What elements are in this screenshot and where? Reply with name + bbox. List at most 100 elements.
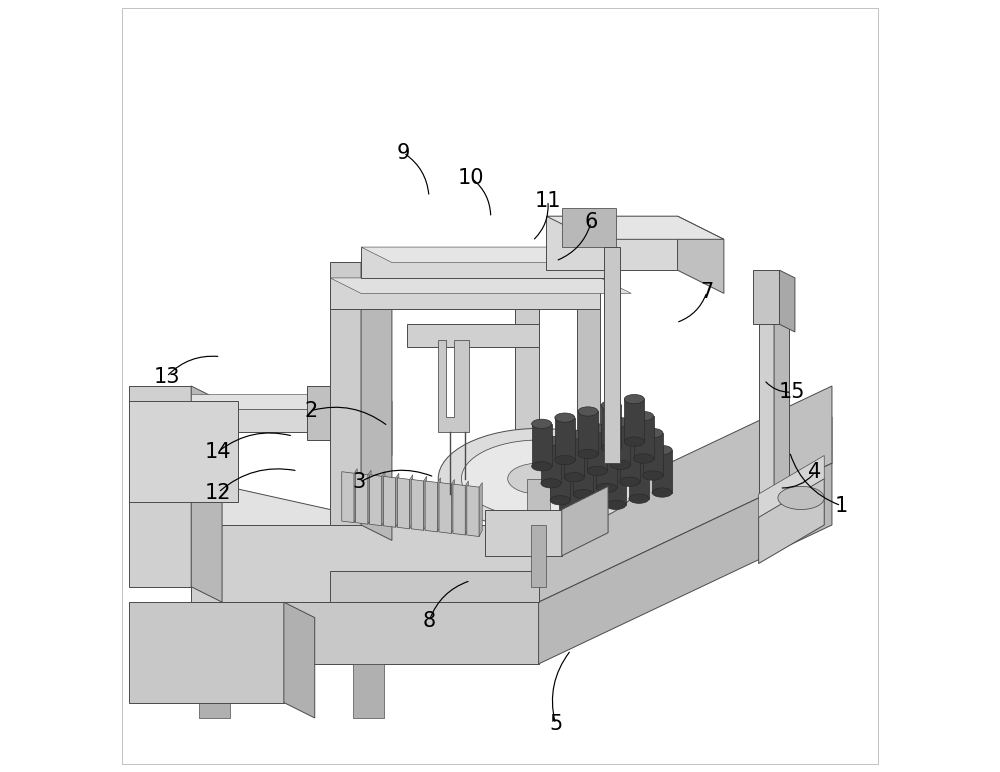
Ellipse shape bbox=[601, 401, 621, 410]
Ellipse shape bbox=[573, 447, 593, 456]
Polygon shape bbox=[397, 478, 410, 529]
Text: 6: 6 bbox=[584, 212, 598, 232]
Polygon shape bbox=[199, 664, 230, 718]
Text: 9: 9 bbox=[397, 143, 410, 163]
Ellipse shape bbox=[587, 466, 607, 476]
Polygon shape bbox=[583, 469, 603, 511]
Polygon shape bbox=[425, 481, 437, 532]
Polygon shape bbox=[361, 247, 616, 278]
Polygon shape bbox=[515, 247, 539, 502]
Ellipse shape bbox=[643, 428, 663, 438]
Ellipse shape bbox=[596, 441, 617, 450]
Text: 2: 2 bbox=[304, 401, 317, 421]
Ellipse shape bbox=[620, 477, 640, 486]
Polygon shape bbox=[479, 482, 482, 537]
Ellipse shape bbox=[606, 458, 626, 467]
Polygon shape bbox=[191, 525, 539, 602]
Ellipse shape bbox=[555, 455, 575, 465]
Text: 4: 4 bbox=[808, 462, 822, 482]
Polygon shape bbox=[779, 270, 795, 332]
Polygon shape bbox=[191, 409, 346, 432]
Polygon shape bbox=[424, 476, 427, 530]
Polygon shape bbox=[531, 525, 546, 587]
Ellipse shape bbox=[652, 445, 672, 455]
Polygon shape bbox=[759, 455, 824, 517]
Ellipse shape bbox=[559, 470, 580, 479]
Ellipse shape bbox=[508, 463, 569, 494]
Text: 14: 14 bbox=[205, 442, 231, 462]
Polygon shape bbox=[353, 664, 384, 718]
Polygon shape bbox=[370, 475, 382, 526]
Polygon shape bbox=[652, 450, 672, 493]
Polygon shape bbox=[606, 462, 626, 505]
Ellipse shape bbox=[634, 411, 654, 421]
Text: 1: 1 bbox=[835, 496, 848, 516]
Polygon shape bbox=[129, 386, 191, 587]
Polygon shape bbox=[438, 340, 469, 432]
Ellipse shape bbox=[438, 428, 639, 529]
Polygon shape bbox=[330, 571, 539, 602]
Text: 12: 12 bbox=[205, 482, 231, 503]
Polygon shape bbox=[437, 478, 441, 532]
Ellipse shape bbox=[550, 453, 570, 462]
Ellipse shape bbox=[555, 413, 575, 422]
Polygon shape bbox=[629, 456, 649, 499]
Polygon shape bbox=[407, 324, 539, 347]
Polygon shape bbox=[624, 399, 644, 442]
Polygon shape bbox=[361, 262, 392, 540]
Polygon shape bbox=[753, 270, 779, 324]
Polygon shape bbox=[601, 405, 621, 448]
Polygon shape bbox=[330, 278, 631, 293]
Ellipse shape bbox=[596, 483, 617, 493]
Text: 3: 3 bbox=[353, 472, 366, 493]
Ellipse shape bbox=[578, 407, 598, 416]
Polygon shape bbox=[546, 216, 678, 270]
Text: 13: 13 bbox=[153, 367, 180, 387]
Polygon shape bbox=[559, 475, 580, 517]
Text: 7: 7 bbox=[700, 282, 714, 302]
Ellipse shape bbox=[564, 472, 584, 482]
Polygon shape bbox=[382, 472, 385, 526]
Ellipse shape bbox=[550, 496, 570, 505]
Polygon shape bbox=[453, 484, 465, 535]
Polygon shape bbox=[643, 433, 663, 476]
Ellipse shape bbox=[564, 430, 584, 439]
Polygon shape bbox=[191, 417, 832, 602]
Ellipse shape bbox=[624, 394, 644, 404]
Ellipse shape bbox=[532, 419, 552, 428]
Polygon shape bbox=[361, 247, 647, 262]
Polygon shape bbox=[562, 486, 608, 556]
Polygon shape bbox=[577, 247, 600, 479]
Polygon shape bbox=[546, 216, 724, 239]
Polygon shape bbox=[532, 424, 552, 466]
Polygon shape bbox=[539, 386, 832, 602]
Polygon shape bbox=[759, 479, 824, 564]
Polygon shape bbox=[191, 394, 346, 409]
Ellipse shape bbox=[601, 443, 621, 452]
Text: 10: 10 bbox=[457, 168, 484, 188]
Text: 8: 8 bbox=[422, 611, 436, 631]
Ellipse shape bbox=[643, 471, 663, 480]
Ellipse shape bbox=[587, 424, 607, 433]
Polygon shape bbox=[774, 293, 790, 525]
Polygon shape bbox=[307, 386, 361, 440]
Ellipse shape bbox=[541, 479, 561, 488]
Text: 15: 15 bbox=[779, 382, 805, 402]
Ellipse shape bbox=[629, 452, 649, 461]
Polygon shape bbox=[330, 262, 361, 525]
Polygon shape bbox=[354, 469, 357, 523]
Polygon shape bbox=[129, 401, 238, 502]
Polygon shape bbox=[342, 472, 354, 523]
Polygon shape bbox=[396, 473, 399, 527]
Polygon shape bbox=[356, 473, 368, 524]
Ellipse shape bbox=[634, 454, 654, 463]
Polygon shape bbox=[562, 208, 616, 247]
Polygon shape bbox=[527, 479, 550, 540]
Ellipse shape bbox=[559, 513, 580, 522]
Polygon shape bbox=[191, 386, 222, 602]
Polygon shape bbox=[550, 458, 570, 500]
Polygon shape bbox=[451, 479, 454, 533]
Polygon shape bbox=[596, 445, 617, 488]
Ellipse shape bbox=[620, 435, 640, 444]
Ellipse shape bbox=[778, 486, 824, 510]
